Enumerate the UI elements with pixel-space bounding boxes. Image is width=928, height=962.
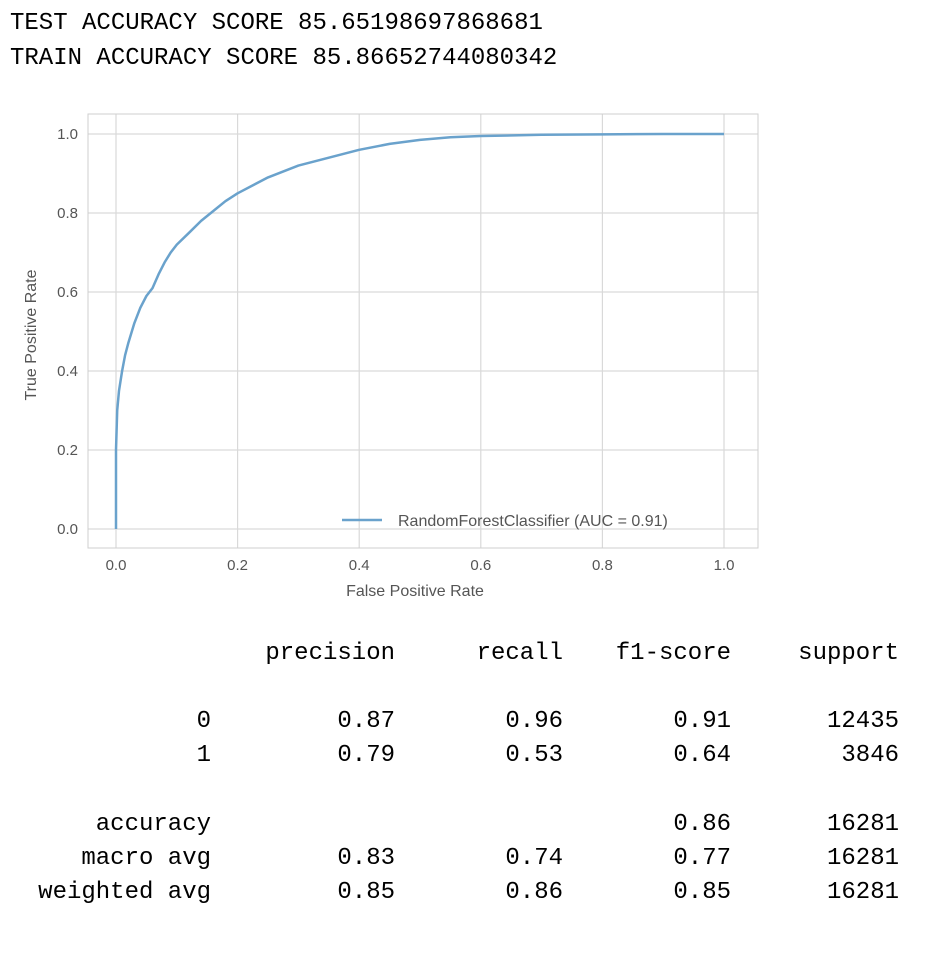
row-label: macro avg [81,845,211,872]
roc-curve [116,134,724,529]
column-header: f1-score [616,640,731,667]
column-header: support [798,640,899,667]
f1-cell: 0.64 [673,742,731,769]
precision-cell: 0.87 [337,708,395,735]
plot-frame [88,114,758,548]
y-tick-label: 0.2 [57,442,78,459]
grid [88,114,758,548]
test-accuracy-line: TEST ACCURACY SCORE 85.65198697868681 [10,10,543,38]
support-cell: 16281 [827,879,899,906]
legend-label: RandomForestClassifier (AUC = 0.91) [398,513,668,530]
y-tick-label: 0.8 [57,205,78,222]
support-cell: 16281 [827,811,899,838]
precision-cell: 0.79 [337,742,395,769]
report-row-weighted-avg: weighted avg 0.85 0.86 0.85 16281 [0,879,928,909]
y-tick-label: 0.4 [57,363,78,380]
row-label: weighted avg [38,879,211,906]
f1-cell: 0.91 [673,708,731,735]
y-tick-label: 1.0 [57,126,78,143]
precision-cell: 0.85 [337,879,395,906]
f1-cell: 0.86 [673,811,731,838]
f1-cell: 0.85 [673,879,731,906]
y-axis-label: True Positive Rate [23,269,40,400]
x-tick-label: 0.2 [227,557,248,574]
roc-chart: 0.0 0.2 0.4 0.6 0.8 1.0 0.0 0.2 0.4 0.6 0.8 1.0 Fal… [0,100,928,610]
x-tick-label: 0.6 [470,557,491,574]
legend: RandomForestClassifier (AUC = 0.91) [342,513,668,530]
x-tick-label: 1.0 [714,557,735,574]
f1-cell: 0.77 [673,845,731,872]
report-row-1: 1 0.79 0.53 0.64 3846 [0,742,928,772]
report-row-0: 0 0.87 0.96 0.91 12435 [0,708,928,738]
y-tick-label: 0.0 [57,521,78,538]
curve-layer [116,134,724,529]
train-accuracy-line: TRAIN ACCURACY SCORE 85.86652744080342 [10,45,557,73]
x-tick-label: 0.0 [106,557,127,574]
row-label: accuracy [96,811,211,838]
tick-labels: 0.0 0.2 0.4 0.6 0.8 1.0 0.0 0.2 0.4 0.6 0.8 1.0 [57,126,734,574]
x-tick-label: 0.4 [349,557,370,574]
support-cell: 12435 [827,708,899,735]
row-label: 1 [197,742,211,769]
report-row-accuracy: accuracy 0.86 16281 [0,811,928,841]
recall-cell: 0.96 [505,708,563,735]
recall-cell: 0.53 [505,742,563,769]
row-label: 0 [197,708,211,735]
report-header-row: precision recall f1-score support [0,640,928,670]
support-cell: 16281 [827,845,899,872]
support-cell: 3846 [841,742,899,769]
column-header: precision [265,640,395,667]
x-tick-label: 0.8 [592,557,613,574]
recall-cell: 0.74 [505,845,563,872]
y-tick-label: 0.6 [57,284,78,301]
x-axis-label: False Positive Rate [346,583,484,600]
precision-cell: 0.83 [337,845,395,872]
report-row-macro-avg: macro avg 0.83 0.74 0.77 16281 [0,845,928,875]
column-header: recall [477,640,563,667]
recall-cell: 0.86 [505,879,563,906]
